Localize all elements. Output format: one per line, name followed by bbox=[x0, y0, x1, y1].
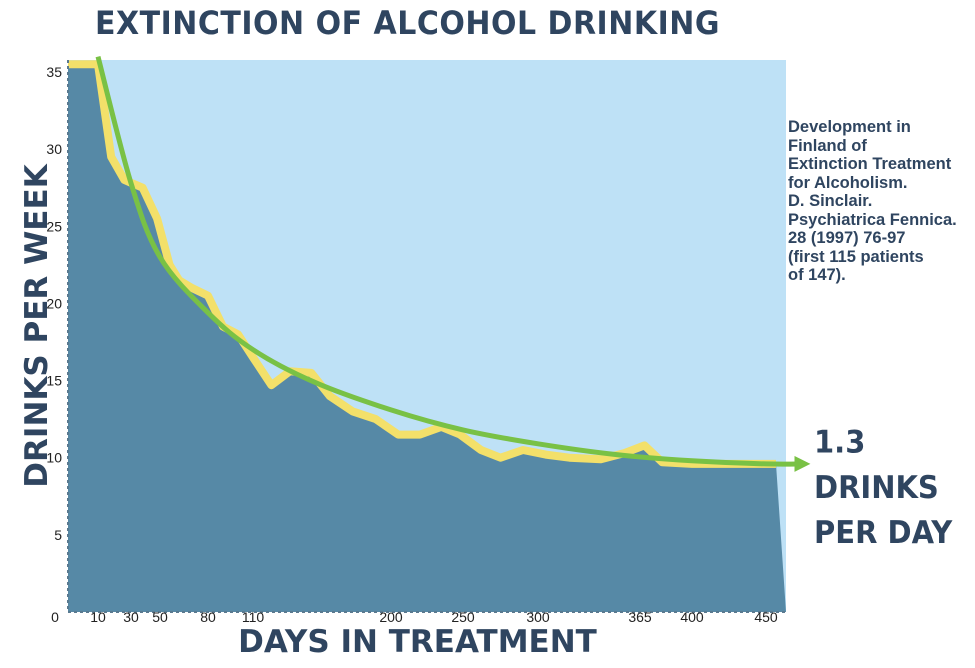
x-tick-label: 110 bbox=[242, 609, 265, 625]
x-tick-label: 80 bbox=[200, 609, 216, 625]
y-tick-label: 30 bbox=[46, 141, 62, 157]
x-axis-label: DAYS IN TREATMENT bbox=[238, 624, 597, 660]
y-tick-label: 20 bbox=[46, 295, 62, 311]
y-tick-label: 35 bbox=[46, 64, 62, 80]
y-tick-label: 10 bbox=[46, 450, 62, 466]
x-tick-label: 50 bbox=[152, 609, 168, 625]
x-tick-label: 200 bbox=[379, 609, 403, 625]
x-tick-label: 450 bbox=[754, 609, 778, 625]
y-tick-label: 25 bbox=[46, 218, 62, 234]
x-tick-label: 0 bbox=[51, 609, 59, 625]
x-ticks: 0 10 30 50 80 110 200 250 300 365 400 450 bbox=[51, 609, 778, 625]
trend-curve bbox=[95, 55, 811, 472]
y-ticks: 5 10 15 20 25 30 35 bbox=[46, 64, 62, 543]
y-tick-label: 5 bbox=[54, 527, 62, 543]
x-tick-label: 365 bbox=[628, 609, 652, 625]
x-tick-label: 400 bbox=[680, 609, 704, 625]
callout-text: 1.3 DRINKS PER DAY bbox=[814, 423, 953, 551]
drinks-area bbox=[68, 64, 786, 613]
y-tick-label: 15 bbox=[46, 373, 62, 389]
x-tick-label: 10 bbox=[90, 609, 106, 625]
x-tick-label: 300 bbox=[526, 609, 550, 625]
citation-text: Development in Finland of Extinction Tre… bbox=[788, 118, 957, 284]
chart-title: EXTINCTION OF ALCOHOL DRINKING bbox=[95, 4, 720, 43]
observed-line bbox=[68, 60, 776, 468]
x-tick-label: 250 bbox=[451, 609, 475, 625]
x-tick-label: 30 bbox=[123, 609, 139, 625]
